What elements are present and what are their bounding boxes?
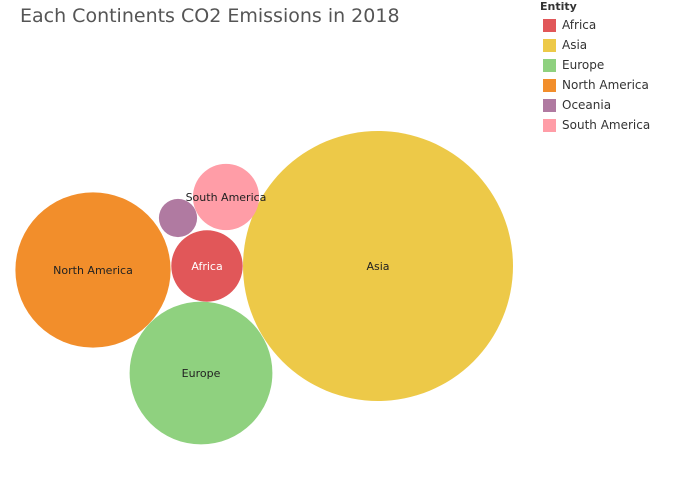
bubble-africa[interactable] [171, 230, 243, 302]
legend-label: South America [562, 118, 651, 132]
bubble-asia[interactable] [243, 131, 513, 401]
legend-label: North America [562, 78, 649, 92]
legend-item-europe[interactable]: Europe [543, 55, 650, 75]
bubble-label-south-america: South America [186, 191, 267, 204]
legend-item-oceania[interactable]: Oceania [543, 95, 650, 115]
legend-item-africa[interactable]: Africa [543, 15, 650, 35]
legend-item-south-america[interactable]: South America [543, 115, 650, 135]
legend-title: Entity [540, 0, 577, 13]
bubble-label-africa: Africa [191, 260, 222, 273]
legend-label: Africa [562, 18, 597, 32]
bubble-label-asia: Asia [366, 260, 389, 273]
legend: Entity Africa Asia Europe North America … [540, 0, 650, 135]
legend-swatch [543, 118, 556, 132]
chart-title: Each Continents CO2 Emissions in 2018 [20, 5, 400, 27]
bubble-north-america[interactable] [15, 192, 171, 348]
legend-swatch [543, 38, 556, 52]
bubbles-group: Asia North America Europe Africa South Ameri… [15, 131, 513, 445]
legend-label: Oceania [562, 98, 612, 112]
legend-swatch [543, 18, 556, 32]
legend-swatch [543, 98, 556, 112]
legend-swatch [543, 78, 556, 92]
bubble-label-europe: Europe [182, 367, 221, 380]
bubble-europe[interactable] [129, 301, 273, 445]
bubble-label-north-america: North America [53, 264, 133, 277]
bubble-south-america[interactable] [192, 163, 260, 231]
legend-item-north-america[interactable]: North America [543, 75, 650, 95]
legend-label: Asia [562, 38, 588, 52]
bubble-oceania[interactable] [158, 198, 198, 238]
legend-label: Europe [562, 58, 605, 72]
legend-item-asia[interactable]: Asia [543, 35, 650, 55]
legend-swatch [543, 58, 556, 72]
